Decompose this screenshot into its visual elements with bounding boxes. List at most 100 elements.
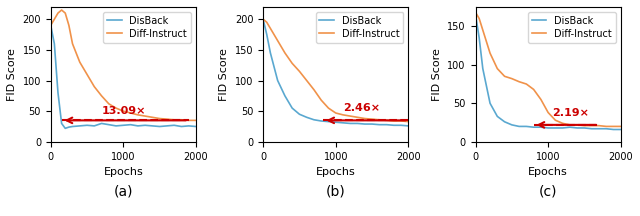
DisBack bbox=[185, 125, 193, 127]
DisBack bbox=[332, 121, 340, 124]
Text: (b): (b) bbox=[326, 185, 346, 199]
Diff-Instruct bbox=[192, 119, 200, 122]
Diff-Instruct bbox=[508, 77, 516, 80]
DisBack bbox=[376, 123, 383, 126]
Diff-Instruct bbox=[259, 18, 267, 21]
DisBack bbox=[134, 125, 141, 127]
DisBack bbox=[120, 124, 127, 127]
Diff-Instruct bbox=[573, 124, 581, 126]
DisBack bbox=[354, 122, 362, 125]
Y-axis label: FID Score: FID Score bbox=[432, 48, 442, 101]
X-axis label: Epochs: Epochs bbox=[104, 167, 143, 177]
Diff-Instruct bbox=[602, 125, 610, 128]
Diff-Instruct bbox=[274, 39, 282, 42]
Line: Diff-Instruct: Diff-Instruct bbox=[476, 12, 621, 126]
Diff-Instruct bbox=[65, 24, 73, 27]
DisBack bbox=[76, 125, 84, 127]
DisBack bbox=[479, 67, 486, 70]
DisBack bbox=[515, 125, 523, 128]
Diff-Instruct bbox=[163, 118, 171, 121]
DisBack bbox=[580, 127, 588, 129]
DisBack bbox=[544, 127, 552, 129]
DisBack bbox=[65, 126, 73, 129]
DisBack bbox=[170, 124, 178, 127]
Diff-Instruct bbox=[472, 11, 479, 14]
Line: DisBack: DisBack bbox=[51, 25, 196, 128]
DisBack bbox=[303, 116, 310, 119]
DisBack bbox=[98, 122, 106, 125]
DisBack bbox=[346, 122, 354, 125]
Diff-Instruct bbox=[368, 118, 376, 121]
DisBack bbox=[476, 37, 483, 39]
Diff-Instruct bbox=[281, 52, 289, 54]
DisBack bbox=[148, 125, 156, 127]
DisBack bbox=[537, 126, 545, 129]
DisBack bbox=[83, 124, 91, 127]
DisBack bbox=[522, 125, 530, 128]
DisBack bbox=[493, 115, 501, 118]
Diff-Instruct bbox=[156, 117, 163, 120]
Diff-Instruct bbox=[346, 115, 354, 117]
Diff-Instruct bbox=[112, 107, 120, 110]
DisBack bbox=[289, 107, 296, 110]
Diff-Instruct bbox=[296, 70, 303, 73]
DisBack bbox=[324, 120, 332, 123]
Legend: DisBack, Diff-Instruct: DisBack, Diff-Instruct bbox=[103, 12, 191, 43]
DisBack bbox=[552, 127, 559, 129]
Legend: DisBack, Diff-Instruct: DisBack, Diff-Instruct bbox=[316, 12, 403, 43]
Diff-Instruct bbox=[500, 75, 508, 78]
Diff-Instruct bbox=[303, 79, 310, 82]
Diff-Instruct bbox=[390, 120, 397, 122]
DisBack bbox=[508, 124, 516, 126]
DisBack bbox=[177, 125, 185, 128]
Line: DisBack: DisBack bbox=[263, 19, 408, 126]
DisBack bbox=[595, 127, 603, 130]
Line: DisBack: DisBack bbox=[476, 15, 621, 130]
Diff-Instruct bbox=[383, 119, 390, 122]
Diff-Instruct bbox=[354, 116, 362, 119]
DisBack bbox=[486, 102, 494, 105]
DisBack bbox=[112, 125, 120, 127]
DisBack bbox=[610, 128, 618, 131]
Diff-Instruct bbox=[515, 80, 523, 83]
Diff-Instruct bbox=[141, 115, 149, 117]
Diff-Instruct bbox=[595, 124, 603, 127]
DisBack bbox=[68, 125, 76, 128]
DisBack bbox=[339, 122, 347, 124]
DisBack bbox=[141, 124, 149, 127]
Text: (c): (c) bbox=[539, 185, 557, 199]
DisBack bbox=[47, 24, 54, 27]
Diff-Instruct bbox=[324, 107, 332, 110]
Y-axis label: FID Score: FID Score bbox=[220, 48, 229, 101]
Diff-Instruct bbox=[289, 62, 296, 65]
DisBack bbox=[361, 123, 369, 125]
Diff-Instruct bbox=[83, 73, 91, 76]
DisBack bbox=[127, 123, 134, 126]
DisBack bbox=[500, 121, 508, 123]
DisBack bbox=[573, 127, 581, 129]
Diff-Instruct bbox=[397, 120, 405, 122]
Diff-Instruct bbox=[51, 18, 58, 21]
Diff-Instruct bbox=[317, 99, 325, 102]
Diff-Instruct bbox=[90, 85, 98, 88]
Diff-Instruct bbox=[566, 124, 574, 126]
DisBack bbox=[390, 124, 397, 127]
Diff-Instruct bbox=[266, 27, 274, 30]
DisBack bbox=[383, 123, 390, 126]
Diff-Instruct bbox=[617, 125, 625, 128]
Diff-Instruct bbox=[68, 42, 76, 45]
Diff-Instruct bbox=[493, 67, 501, 70]
X-axis label: Epochs: Epochs bbox=[316, 167, 356, 177]
X-axis label: Epochs: Epochs bbox=[528, 167, 568, 177]
DisBack bbox=[530, 126, 538, 129]
DisBack bbox=[61, 127, 69, 130]
DisBack bbox=[156, 125, 163, 128]
Diff-Instruct bbox=[134, 114, 141, 116]
Y-axis label: FID Score: FID Score bbox=[7, 48, 17, 101]
DisBack bbox=[51, 42, 58, 45]
Text: 2.19×: 2.19× bbox=[552, 108, 589, 118]
Diff-Instruct bbox=[588, 124, 596, 127]
Text: 2.46×: 2.46× bbox=[343, 103, 380, 113]
Diff-Instruct bbox=[404, 120, 412, 123]
Diff-Instruct bbox=[552, 119, 559, 122]
